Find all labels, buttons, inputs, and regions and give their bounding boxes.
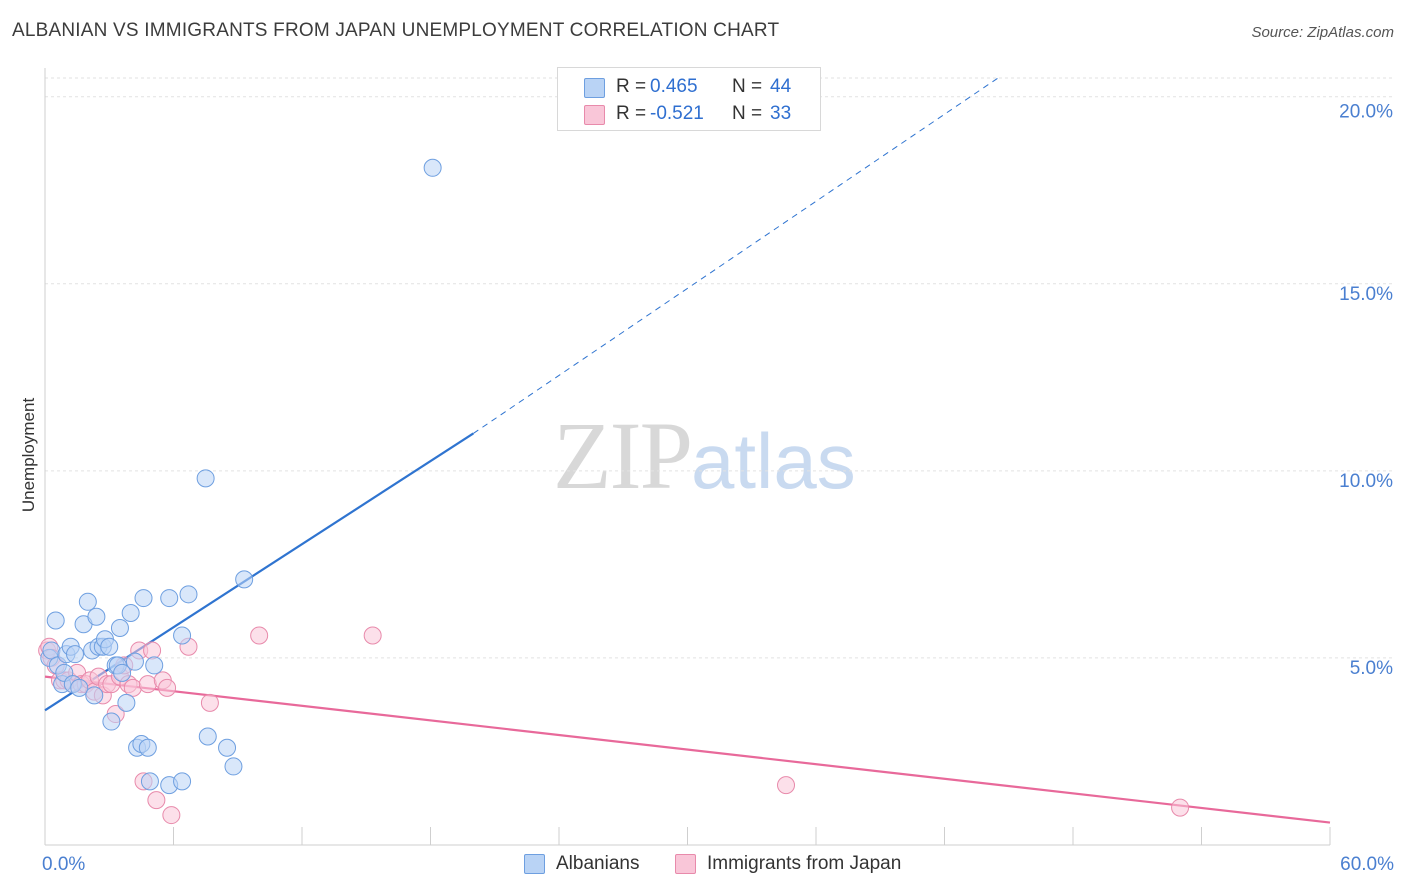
data-points (38, 158, 1190, 825)
data-point-albanians (173, 772, 192, 791)
grid-lines (45, 77, 1395, 659)
data-point-albanians (85, 686, 104, 705)
legend-n-label: N = (732, 103, 763, 124)
data-point-albanians (42, 641, 61, 660)
y-tick-label: 10.0% (1339, 471, 1393, 492)
data-point-albanians (173, 626, 192, 645)
data-point-albanians (117, 693, 136, 712)
legend-r-label: R = (616, 103, 647, 124)
y-axis-label: Unemployment (19, 398, 38, 513)
legend-swatch-pink (584, 105, 605, 125)
data-point-japan (1171, 798, 1190, 817)
series-label-japan: Immigrants from Japan (707, 853, 902, 874)
axes (44, 68, 1331, 846)
watermark-atlas: atlas (691, 417, 856, 505)
data-point-japan (158, 678, 177, 697)
data-point-albanians (70, 678, 89, 697)
trend-lines (44, 77, 1331, 824)
data-point-japan (162, 806, 181, 825)
axis-ticks: 5.0% 10.0% 15.0% 20.0% 0.0% 60.0% (42, 102, 1394, 875)
data-point-albanians (179, 585, 198, 604)
data-point-albanians (218, 738, 237, 757)
data-point-japan (250, 626, 269, 645)
series-swatch-blue (524, 854, 545, 874)
trend-line-japan (44, 675, 1331, 824)
data-point-albanians (65, 645, 84, 664)
data-point-albanians (198, 727, 217, 746)
legend-n-value: 44 (770, 76, 792, 97)
watermark-zip: ZIP (553, 402, 693, 509)
series-label-albanians: Albanians (556, 853, 640, 874)
data-point-japan (777, 776, 796, 795)
data-point-albanians (423, 158, 442, 177)
legend-row-albanians: R = 0.465 N = 44 (558, 74, 820, 100)
x-tick-label: 60.0% (1340, 854, 1394, 875)
data-point-albanians (78, 592, 97, 611)
data-point-japan (200, 693, 219, 712)
data-point-albanians (102, 712, 121, 731)
data-point-japan (363, 626, 382, 645)
data-point-albanians (140, 772, 159, 791)
watermark: ZIPatlas (553, 400, 856, 511)
x-tick-label: 0.0% (42, 854, 85, 875)
series-legend: Albanians Immigrants from Japan (0, 852, 1406, 878)
data-point-albanians (113, 663, 132, 682)
data-point-albanians (224, 757, 243, 776)
data-point-albanians (125, 652, 144, 671)
data-point-japan (147, 791, 166, 810)
data-point-albanians (235, 570, 254, 589)
legend-row-japan: R = -0.521 N = 33 (558, 101, 820, 127)
data-point-albanians (87, 607, 106, 626)
data-point-albanians (121, 604, 140, 623)
legend-n-label: N = (732, 76, 763, 97)
source-label: Source: ZipAtlas.com (1251, 24, 1394, 41)
trend-line-albanians-extension (473, 77, 999, 434)
y-tick-label: 5.0% (1350, 658, 1393, 679)
series-swatch-pink (675, 854, 696, 874)
y-tick-label: 20.0% (1339, 102, 1393, 123)
data-point-albanians (160, 589, 179, 608)
legend-r-value: 0.465 (650, 76, 698, 97)
legend-r-label: R = (616, 76, 647, 97)
legend-r-value: -0.521 (650, 103, 704, 124)
data-point-albanians (196, 469, 215, 488)
legend-swatch-blue (584, 78, 605, 98)
legend-n-value: 33 (770, 103, 792, 124)
data-point-albanians (110, 618, 129, 637)
data-point-japan (143, 641, 162, 660)
data-point-albanians (145, 656, 164, 675)
data-point-japan (138, 675, 157, 694)
data-point-albanians (46, 611, 65, 630)
y-tick-label: 15.0% (1339, 284, 1393, 305)
data-point-japan (123, 678, 142, 697)
data-point-albanians (134, 589, 153, 608)
data-point-albanians (138, 738, 157, 757)
chart-title: ALBANIAN VS IMMIGRANTS FROM JAPAN UNEMPL… (12, 20, 780, 41)
data-point-albanians (100, 637, 119, 656)
correlation-legend: R = 0.465 N = 44 R = -0.521 N = 33 (557, 67, 821, 131)
